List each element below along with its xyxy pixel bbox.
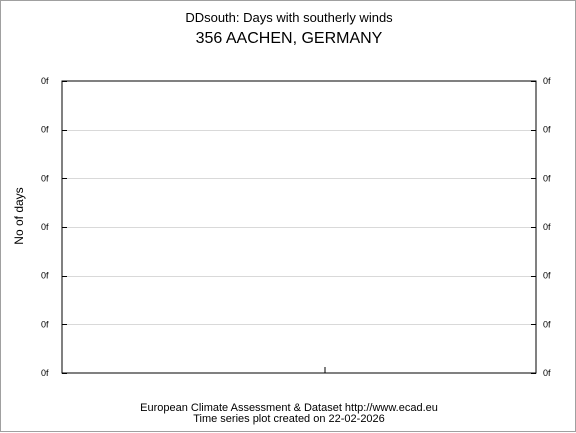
y-ticks: 0f 0f 0f 0f 0f 0f 0f 0f 0f 0f 0f 0f 0f 0f: [41, 76, 551, 378]
y-tick-label-left: 0f: [41, 125, 49, 135]
y-tick-label-left: 0f: [41, 271, 49, 281]
y-tick-label-left: 0f: [41, 173, 49, 183]
y-tick-label-right: 0f: [543, 271, 551, 281]
y-tick-label-right: 0f: [543, 173, 551, 183]
y-tick-label-left: 0f: [41, 319, 49, 329]
y-tick-label-right: 0f: [543, 222, 551, 232]
chart-title: DDsouth: Days with southerly winds: [185, 10, 393, 25]
grid-lines: [62, 130, 536, 325]
footer-created: Time series plot created on 22-02-2026: [193, 413, 385, 425]
y-axis-label: No of days: [12, 187, 26, 244]
y-tick-label-right: 0f: [543, 125, 551, 135]
y-tick-label-left: 0f: [41, 368, 49, 378]
footer-source: European Climate Assessment & Dataset ht…: [140, 402, 438, 414]
y-tick-label-right: 0f: [543, 368, 551, 378]
y-tick-label-right: 0f: [543, 319, 551, 329]
chart-subtitle: 356 AACHEN, GERMANY: [196, 30, 383, 47]
y-tick-label-right: 0f: [543, 76, 551, 86]
y-tick-label-left: 0f: [41, 76, 49, 86]
y-tick-label-left: 0f: [41, 222, 49, 232]
